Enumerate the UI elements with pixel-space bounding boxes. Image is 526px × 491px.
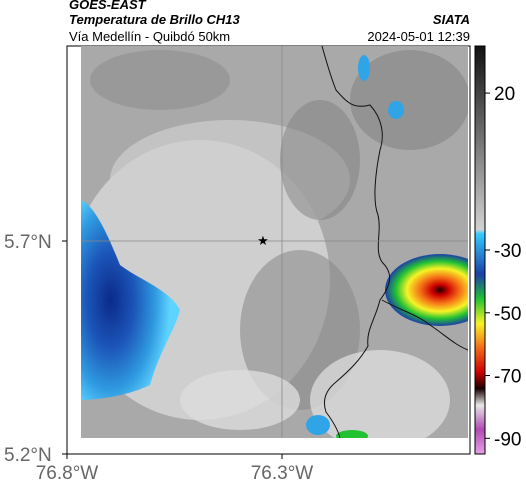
source-label: SIATA — [432, 12, 470, 27]
colorbar-tick-label: -70 — [494, 367, 521, 388]
region-subtitle: Vía Medellín - Quibdó 50km — [69, 29, 231, 44]
boundary-lines — [321, 46, 468, 438]
colorbar-tick-label: -90 — [494, 429, 521, 450]
colorbar-tick-label: -30 — [494, 241, 521, 262]
lon-label-0: 76.8°W — [36, 463, 99, 484]
colorbar-ticks: 20 -30 -50 -70 -90 — [485, 84, 521, 450]
star-marker-icon: ★ — [257, 234, 269, 249]
lon-label-1: 76.3°W — [251, 463, 314, 484]
satellite-title: GOES-EAST — [69, 0, 146, 12]
product-title: Temperatura de Brillo CH13 — [69, 12, 240, 27]
datetime-label: 2024-05-01 12:39 — [367, 29, 470, 44]
lat-label-1: 5.2°N — [4, 445, 52, 466]
colorbar-tick-label: 20 — [494, 84, 515, 105]
satellite-image — [81, 46, 468, 438]
lat-label-0: 5.7°N — [4, 232, 52, 253]
colorbar-tick-label: -50 — [494, 304, 521, 325]
colorbar — [474, 45, 486, 455]
